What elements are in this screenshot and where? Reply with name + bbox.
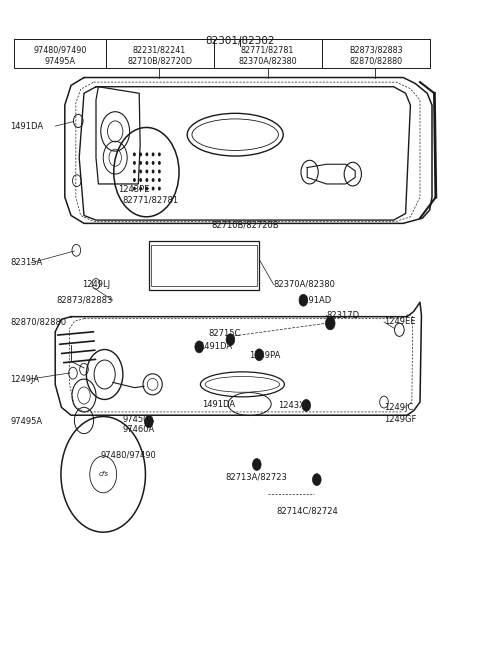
Circle shape — [133, 187, 136, 191]
Circle shape — [152, 170, 155, 173]
Text: 1249PA: 1249PA — [249, 351, 280, 360]
Text: 1249EE: 1249EE — [384, 317, 416, 327]
Text: 82710B/82720B: 82710B/82720B — [211, 221, 279, 230]
Text: 82315A: 82315A — [11, 258, 43, 267]
Circle shape — [158, 161, 161, 165]
Circle shape — [139, 161, 142, 165]
Circle shape — [312, 474, 321, 486]
Text: 97450A: 97450A — [122, 415, 155, 424]
Text: 82370A/82380: 82370A/82380 — [238, 57, 297, 66]
Text: 1249JA: 1249JA — [11, 374, 40, 384]
Circle shape — [145, 170, 148, 173]
Text: 97480/97490: 97480/97490 — [33, 45, 87, 54]
Text: 82715C: 82715C — [209, 328, 241, 338]
Circle shape — [255, 349, 264, 361]
Circle shape — [158, 178, 161, 182]
Circle shape — [133, 178, 136, 182]
Bar — [149, 241, 259, 290]
Bar — [214, 39, 322, 68]
Circle shape — [145, 152, 148, 156]
Text: 97460A: 97460A — [122, 425, 155, 434]
Text: 1491DA: 1491DA — [199, 342, 232, 351]
Circle shape — [325, 317, 335, 330]
Circle shape — [145, 187, 148, 191]
Circle shape — [133, 170, 136, 173]
Circle shape — [158, 170, 161, 173]
Text: 82370A/82380: 82370A/82380 — [274, 280, 336, 289]
Text: 97495A: 97495A — [11, 417, 43, 426]
Text: 1249GF: 1249GF — [384, 415, 416, 424]
Text: 1491DA: 1491DA — [11, 122, 44, 131]
Bar — [322, 39, 430, 68]
Text: 82714C/82724: 82714C/82724 — [276, 507, 338, 516]
Circle shape — [158, 152, 161, 156]
Circle shape — [252, 459, 261, 470]
Text: 97480/97490: 97480/97490 — [101, 450, 156, 459]
Text: 82713A/82723: 82713A/82723 — [226, 472, 288, 482]
Text: 82710B/82720D: 82710B/82720D — [127, 57, 192, 66]
Circle shape — [152, 178, 155, 182]
Bar — [14, 39, 106, 68]
Text: 82870/82880: 82870/82880 — [11, 317, 67, 327]
Circle shape — [195, 341, 204, 353]
Circle shape — [139, 187, 142, 191]
Circle shape — [302, 399, 311, 411]
Circle shape — [158, 187, 161, 191]
Text: 97495A: 97495A — [45, 57, 75, 66]
Circle shape — [145, 178, 148, 182]
Circle shape — [152, 161, 155, 165]
Bar — [151, 245, 257, 286]
Text: 1243PE: 1243PE — [118, 185, 149, 194]
Circle shape — [133, 161, 136, 165]
Circle shape — [139, 170, 142, 173]
Circle shape — [152, 187, 155, 191]
Circle shape — [133, 152, 136, 156]
Circle shape — [152, 152, 155, 156]
Circle shape — [145, 161, 148, 165]
Text: 82771/82781: 82771/82781 — [241, 45, 294, 54]
Text: 1243XC: 1243XC — [278, 401, 311, 410]
Circle shape — [139, 178, 142, 182]
Circle shape — [144, 416, 153, 428]
Text: 82231/82241: 82231/82241 — [133, 45, 186, 54]
Text: 82771/82781: 82771/82781 — [122, 196, 179, 205]
Text: 1491AD: 1491AD — [299, 296, 332, 305]
Text: 1249JC: 1249JC — [384, 403, 413, 412]
Text: 82870/82880: 82870/82880 — [349, 57, 402, 66]
Bar — [106, 39, 214, 68]
Text: 82873/82883: 82873/82883 — [57, 296, 113, 305]
Circle shape — [139, 152, 142, 156]
Text: 1249LJ: 1249LJ — [82, 280, 110, 289]
Text: 82317D: 82317D — [326, 311, 360, 320]
Circle shape — [299, 294, 308, 306]
Text: B2873/82883: B2873/82883 — [349, 45, 402, 54]
Text: cfs: cfs — [98, 471, 108, 478]
Text: 82301/82302: 82301/82302 — [205, 35, 275, 46]
Text: 1491DA: 1491DA — [202, 399, 235, 409]
Circle shape — [226, 334, 235, 346]
